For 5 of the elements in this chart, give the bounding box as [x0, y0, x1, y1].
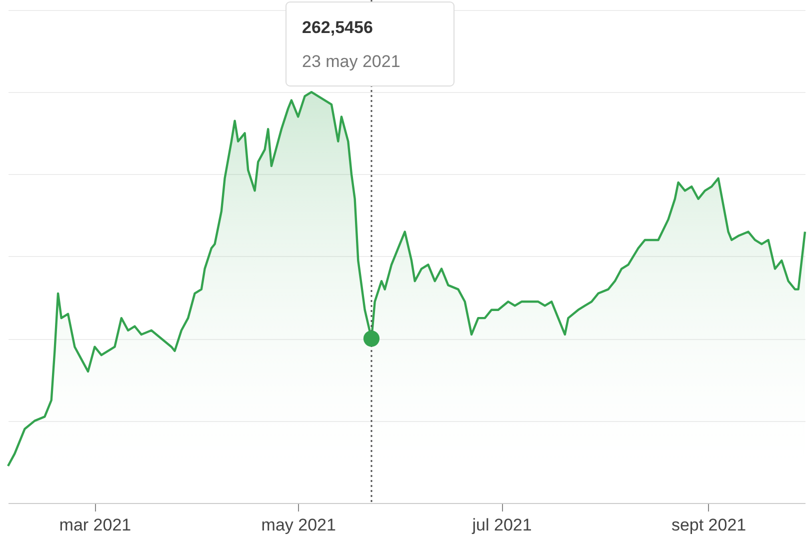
text: 262,5456 23 may 2021: [302, 18, 400, 71]
x-tick-label: jul 2021: [471, 516, 532, 534]
x-tick-label: sept 2021: [671, 516, 746, 534]
x-tick-label: may 2021: [261, 516, 336, 534]
x-tick-label: mar 2021: [59, 516, 132, 534]
